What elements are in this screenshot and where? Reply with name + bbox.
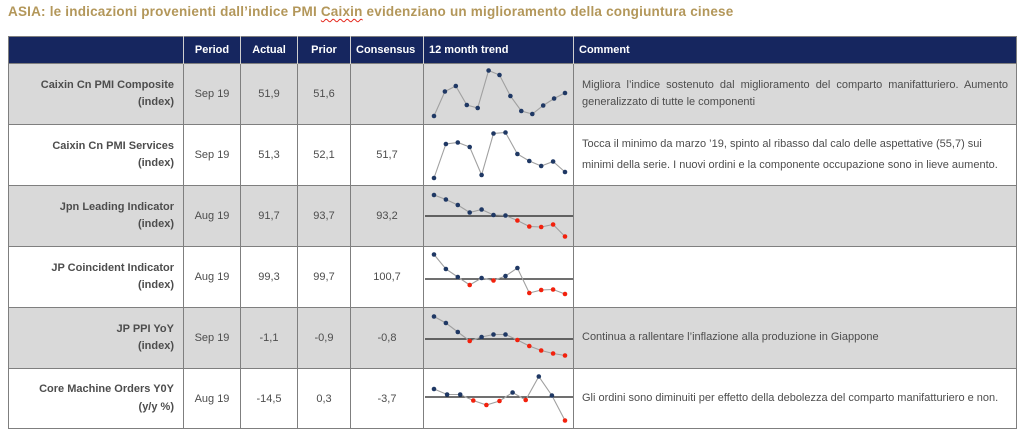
page-title: ASIA: le indicazioni provenienti dall’in… (8, 4, 1018, 19)
trend-sparkline (423, 63, 574, 125)
period-cell: Sep 19 (183, 63, 241, 125)
indicator-name: JP Coincident Indicator (index) (8, 246, 184, 308)
prior-cell: 0,3 (297, 368, 351, 429)
page-title-suffix: evidenziano un miglioramento della congi… (362, 4, 734, 19)
header-prior: Prior (297, 36, 351, 64)
consensus-cell: -3,7 (350, 368, 424, 429)
consensus-cell (350, 63, 424, 125)
actual-cell: 99,3 (240, 246, 298, 308)
actual-cell: 91,7 (240, 185, 298, 247)
table-row: Core Machine Orders Y0Y (y/y %) Aug 19 -1… (8, 368, 1017, 429)
page-title-misspelled-word: Caixin (320, 4, 363, 19)
indicator-name: Jpn Leading Indicator (index) (8, 185, 184, 247)
prior-cell: -0,9 (297, 307, 351, 369)
header-comment: Comment (573, 36, 1017, 64)
comment-cell: Migliora l’indice sostenuto dal migliora… (573, 63, 1017, 125)
trend-sparkline (423, 368, 574, 429)
prior-cell: 52,1 (297, 124, 351, 186)
indicators-table: Period Actual Prior Consensus 12 month t… (8, 36, 1017, 429)
period-cell: Aug 19 (183, 185, 241, 247)
comment-cell: Tocca il minimo da marzo ’19, spinto al … (573, 124, 1017, 186)
trend-sparkline (423, 185, 574, 247)
table-row: Caixin Cn PMI Services (index) Sep 19 51,… (8, 124, 1017, 186)
consensus-cell: 93,2 (350, 185, 424, 247)
comment-cell: Continua a rallentare l’inflazione alla … (573, 307, 1017, 369)
prior-cell: 51,6 (297, 63, 351, 125)
consensus-cell: 100,7 (350, 246, 424, 308)
period-cell: Sep 19 (183, 124, 241, 186)
trend-sparkline (423, 246, 574, 308)
actual-cell: -14,5 (240, 368, 298, 429)
indicator-name: JP PPI YoY (index) (8, 307, 184, 369)
indicator-name: Caixin Cn PMI Services (index) (8, 124, 184, 186)
table-row: JP Coincident Indicator (index) Aug 19 99… (8, 246, 1017, 308)
consensus-cell: 51,7 (350, 124, 424, 186)
table-row: JP PPI YoY (index) Sep 19 -1,1 -0,9 -0,8 … (8, 307, 1017, 369)
comment-cell: Gli ordini sono diminuiti per effetto de… (573, 368, 1017, 429)
comment-cell (573, 185, 1017, 247)
indicator-name: Caixin Cn PMI Composite (index) (8, 63, 184, 125)
comment-cell (573, 246, 1017, 308)
trend-sparkline (423, 307, 574, 369)
page-title-prefix: ASIA: le indicazioni provenienti dall’in… (8, 4, 321, 19)
header-consensus: Consensus (350, 36, 424, 64)
actual-cell: -1,1 (240, 307, 298, 369)
header-trend: 12 month trend (423, 36, 574, 64)
header-period: Period (183, 36, 241, 64)
table-row: Jpn Leading Indicator (index) Aug 19 91,7… (8, 185, 1017, 247)
table-row: Caixin Cn PMI Composite (index) Sep 19 51… (8, 63, 1017, 125)
period-cell: Aug 19 (183, 246, 241, 308)
trend-sparkline (423, 124, 574, 186)
indicator-name: Core Machine Orders Y0Y (y/y %) (8, 368, 184, 429)
period-cell: Sep 19 (183, 307, 241, 369)
actual-cell: 51,9 (240, 63, 298, 125)
prior-cell: 93,7 (297, 185, 351, 247)
actual-cell: 51,3 (240, 124, 298, 186)
period-cell: Aug 19 (183, 368, 241, 429)
header-actual: Actual (240, 36, 298, 64)
prior-cell: 99,7 (297, 246, 351, 308)
consensus-cell: -0,8 (350, 307, 424, 369)
table-header-row: Period Actual Prior Consensus 12 month t… (8, 36, 1017, 64)
header-label (8, 36, 184, 64)
